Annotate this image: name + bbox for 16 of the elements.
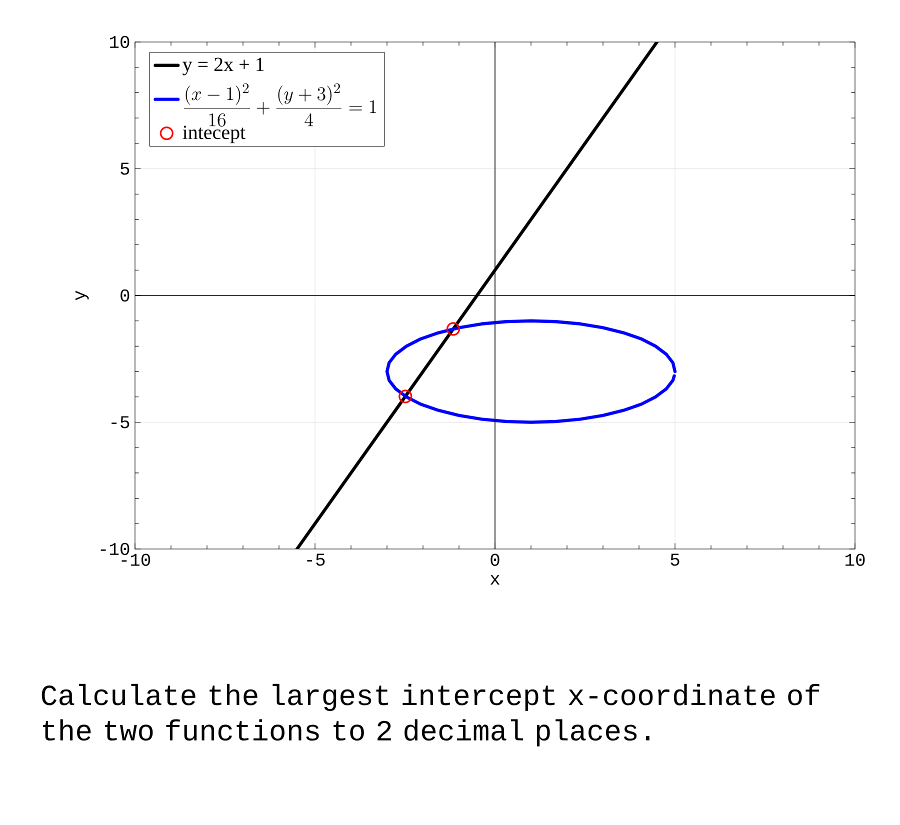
legend-label: intecept [182, 126, 246, 144]
x-tick-label: 10 [846, 554, 865, 566]
line-series [385, 319, 677, 424]
y-tick-label: 5 [120, 162, 130, 175]
x-axis-title: x [490, 575, 500, 585]
legend-label: y = 2x + 1 [182, 58, 264, 76]
y-axis-title: y [75, 290, 89, 300]
y-tick-label: -5 [112, 416, 130, 428]
x-tick-label: 0 [490, 554, 500, 566]
text: Calculate the largest intercept x-coordinate of the two functions to 2 decimal places. [42, 684, 820, 746]
legend-label: $\frac{(x-1)^2}{16}+\frac{(y+3)^2}{4}=1$ [184, 83, 376, 127]
y-tick-label: -10 [100, 542, 130, 556]
x-tick-label: -5 [307, 554, 325, 566]
y-tick-label: 10 [110, 36, 130, 48]
x-tick-label: 5 [670, 554, 680, 566]
y-tick-label: 0 [120, 289, 130, 302]
